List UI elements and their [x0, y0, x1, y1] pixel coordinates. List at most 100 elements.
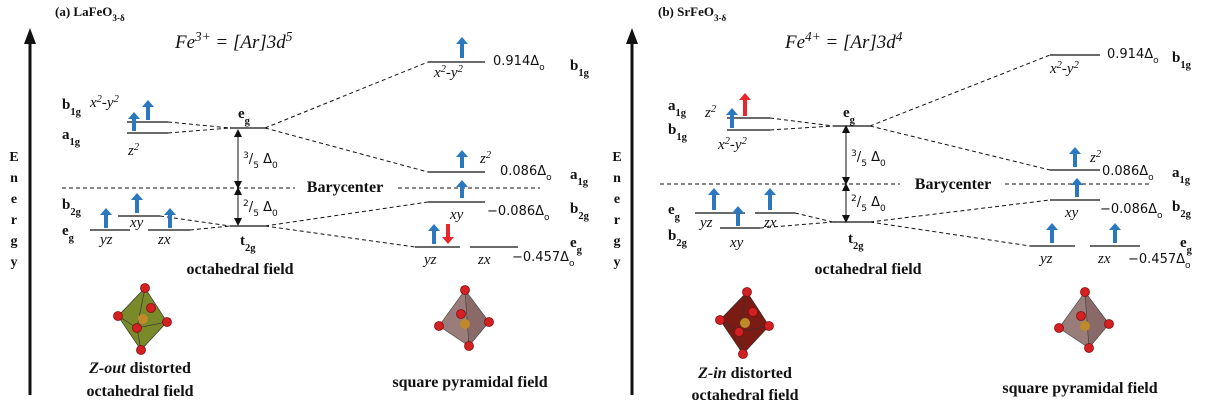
level-label-part: g	[69, 233, 75, 244]
level-label: xy	[449, 207, 464, 223]
o-atom	[739, 350, 748, 359]
level-label: Z-out distorted	[88, 360, 191, 377]
level-label-part: octahedral field	[86, 383, 193, 400]
level-label-part: b	[570, 201, 578, 217]
level-label: Z-in distorted	[697, 365, 792, 382]
axis-label: Energy	[7, 150, 22, 276]
o-atom	[749, 308, 758, 317]
electron-configuration-part: Fe	[174, 32, 195, 53]
level-label-part: 1g	[578, 68, 589, 79]
level-label: 2/5 Δ0	[243, 199, 278, 219]
level-label: −0.457Δo	[1128, 252, 1191, 271]
level-label-part: 2	[742, 136, 748, 147]
level-label-part: o	[1153, 56, 1159, 66]
level-label: b2g	[570, 201, 590, 222]
level-label: octahedral field	[814, 261, 921, 278]
level-label-part: octahedral field	[814, 261, 921, 278]
level-label-part: distorted	[126, 360, 191, 377]
o-atom	[765, 322, 774, 331]
o-atom	[1077, 312, 1086, 321]
level-label: x2-y2	[433, 64, 464, 82]
level-label: a1g	[1172, 165, 1191, 186]
level-label-part: b	[62, 197, 70, 213]
level-label-part: g	[245, 116, 251, 127]
level-label-part: 2g	[1180, 209, 1191, 220]
level-label-part: octahedral field	[691, 387, 798, 404]
electron-configuration-part: 3+	[194, 29, 211, 44]
level-label-part: 1g	[578, 177, 589, 188]
level-label-part: distorted	[727, 365, 792, 382]
level-label: t2g	[240, 233, 256, 254]
o-atom	[435, 322, 444, 331]
level-label: −0.086Δo	[1100, 202, 1163, 221]
level-label-part: 1g	[1180, 60, 1191, 71]
level-label: b1g	[1172, 50, 1192, 71]
level-label-part: xy	[729, 235, 744, 251]
level-label-part: yz	[422, 252, 437, 268]
level-label-part: Barycenter	[307, 179, 383, 196]
o-atom	[1055, 324, 1064, 333]
level-label-part: zx	[1097, 251, 1111, 267]
spin-head	[100, 208, 112, 215]
level-label-part: Barycenter	[915, 176, 991, 193]
level-label: octahedral field	[86, 383, 193, 400]
electron-configuration: Fe3+ = [Ar]3d5	[174, 29, 293, 54]
level-label-part: 0	[272, 161, 278, 171]
connector	[168, 128, 230, 133]
level-label-part: -y	[1062, 61, 1074, 77]
level-label-part: 2g	[853, 241, 864, 252]
level-label: xy	[129, 215, 144, 231]
panel-title-part: (a) LaFeO	[55, 4, 112, 19]
level-label-part: 2	[1074, 60, 1080, 71]
o-atom	[133, 324, 142, 333]
level-label: octahedral field	[186, 261, 293, 278]
level-label: 2/5 Δ0	[851, 194, 886, 214]
face	[465, 290, 489, 346]
panel-title-part: (b) SrFeO	[658, 4, 714, 19]
spin-head	[1071, 178, 1083, 185]
level-label-part: 2g	[676, 238, 687, 249]
level-label-part: Δ	[867, 195, 880, 210]
level-label: −0.086Δo	[487, 204, 550, 223]
connector	[265, 202, 428, 226]
level-label-part: −0.457Δ	[512, 250, 569, 265]
spin-head	[442, 237, 454, 244]
level-label-part: -y	[446, 65, 458, 81]
level-label-part: xy	[449, 207, 464, 223]
connector	[870, 200, 1050, 222]
connector	[770, 118, 833, 126]
level-label: square pyramidal field	[392, 374, 547, 391]
level-label: b1g	[62, 97, 82, 118]
level-label-part: Z-in	[697, 365, 727, 382]
level-label: 0.914Δo	[1107, 47, 1159, 66]
level-label-part: 2	[134, 142, 140, 153]
level-label-part: o	[1148, 173, 1154, 183]
face	[439, 290, 469, 346]
level-label-part: b	[570, 58, 578, 74]
o-atom	[457, 310, 466, 319]
level-label: Barycenter	[307, 179, 383, 196]
level-label-part: -y	[730, 137, 742, 153]
connector	[870, 222, 1030, 246]
electron-configuration-part: 5	[286, 29, 293, 44]
level-label-part: 1g	[70, 137, 81, 148]
level-label-part: b	[62, 97, 70, 113]
fe-atom	[1080, 321, 1090, 331]
face	[1085, 292, 1109, 348]
level-label: square pyramidal field	[1002, 380, 1157, 397]
connector	[795, 213, 833, 222]
level-label: eg	[62, 223, 75, 244]
spin-head	[726, 108, 738, 115]
level-label-part: o	[1185, 261, 1191, 271]
level-label: zx	[763, 215, 777, 231]
spin-head	[764, 188, 776, 195]
level-label-part: xy	[1064, 205, 1079, 221]
spin-head	[428, 224, 440, 231]
level-label-part: o	[544, 213, 550, 223]
level-label-part: g	[1187, 245, 1193, 256]
level-label: 0.914Δo	[493, 54, 545, 73]
panel-title: (a) LaFeO3-δ	[55, 4, 125, 23]
level-label: eg	[668, 202, 681, 223]
level-label: a1g	[570, 167, 589, 188]
level-label-part: 1g	[70, 107, 81, 118]
